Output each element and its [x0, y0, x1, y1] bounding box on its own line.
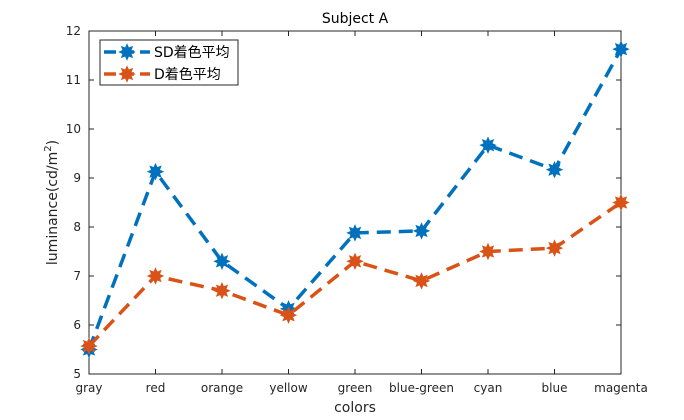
legend-label-1: SD着色平均: [154, 44, 230, 61]
legend-entries: SD着色平均 D着色平均: [104, 43, 230, 83]
series-2-point-blue-green: [412, 272, 431, 290]
x-tick-label-yellow: yellow: [269, 381, 307, 395]
series-1-point-blue-green: [412, 222, 431, 240]
y-axis-title-main: luminance(cd/m: [45, 152, 61, 265]
series-2-point-cyan: [479, 242, 497, 261]
series-1-point-magenta: [612, 40, 630, 58]
legend: SD着色平均 D着色平均: [99, 39, 239, 86]
series-1-point-cyan: [479, 136, 497, 154]
series-1-point-red: [146, 162, 165, 181]
series-2: [80, 193, 630, 355]
axis-ticks: 5 6 7 8 9 10 11 12 gray red orange yellow green blue-…: [66, 24, 648, 395]
chart-title: Subject A: [322, 11, 389, 27]
legend-marker-1: [118, 43, 136, 61]
y-tick-label-2: 7: [73, 269, 81, 283]
legend-marker-2: [118, 65, 136, 83]
y-axis-title-superscript: 2: [43, 145, 54, 151]
series-layer: [80, 40, 630, 359]
y-tick-label-0: 5: [73, 367, 81, 381]
series-2-point-red: [146, 267, 165, 285]
y-axis-title: luminance(cd/m2): [43, 140, 61, 265]
legend-label-2: D着色平均: [154, 66, 221, 83]
x-axis-title: colors: [334, 400, 376, 416]
x-tick-label-blue: blue: [542, 381, 568, 395]
series-2-point-orange: [213, 281, 231, 300]
y-tick-label-7: 12: [66, 24, 81, 38]
series-1: [80, 40, 630, 359]
x-tick-label-cyan: cyan: [474, 381, 503, 395]
x-tick-label-gray: gray: [75, 381, 102, 395]
y-tick-label-3: 8: [73, 220, 81, 234]
x-tick-label-magenta: magenta: [594, 381, 648, 395]
x-tick-label-red: red: [146, 381, 166, 395]
x-tick-label-green: green: [338, 381, 373, 395]
series-1-point-blue: [545, 160, 564, 179]
y-tick-label-6: 11: [66, 73, 81, 87]
series-1-point-green: [346, 224, 364, 242]
series-2-point-yellow: [279, 306, 298, 324]
x-tick-label-blue-green: blue-green: [389, 381, 454, 395]
series-2-point-magenta: [612, 193, 630, 212]
series-2-point-gray: [80, 337, 98, 355]
series-1-point-orange: [213, 252, 231, 271]
series-2-point-green: [346, 252, 364, 271]
y-axis-title-suffix: ): [45, 140, 61, 145]
x-tick-label-orange: orange: [201, 381, 243, 395]
y-tick-label-5: 10: [66, 122, 81, 136]
y-tick-label-4: 9: [73, 171, 81, 185]
y-tick-label-1: 6: [73, 318, 81, 332]
series-2-point-blue: [545, 239, 564, 257]
